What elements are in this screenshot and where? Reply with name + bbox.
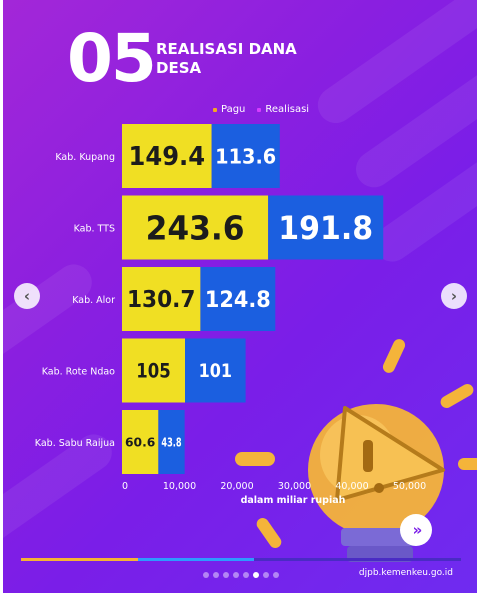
bar-pagu xyxy=(122,410,159,474)
category-label: Kab. Rote Ndao xyxy=(42,367,115,378)
bar-pagu xyxy=(122,124,212,188)
x-tick-label: 10,000 xyxy=(163,481,196,492)
carousel-dot[interactable] xyxy=(263,572,269,578)
carousel-dot[interactable] xyxy=(233,572,239,578)
website-url: djpb.kemenkeu.go.id xyxy=(358,568,453,578)
category-label: Kab. TTS xyxy=(74,224,115,235)
x-tick-label: 20,000 xyxy=(220,481,253,492)
category-label: Kab. Alor xyxy=(72,295,115,306)
category-label: Kab. Sabu Raijua xyxy=(35,438,115,449)
bar-pagu xyxy=(122,267,201,331)
x-tick-label: 40,000 xyxy=(335,481,368,492)
carousel-dot[interactable] xyxy=(253,572,259,578)
bar-chart: Kab. Kupang 149.4 113.6 Kab. TTS 243.6 191.8 K… xyxy=(35,124,477,562)
progress-fill xyxy=(21,558,138,561)
bar-pagu xyxy=(122,338,185,403)
legend-swatch xyxy=(257,107,262,112)
chevron-right-icon: › xyxy=(450,287,458,305)
progress-fill-secondary xyxy=(137,558,255,561)
carousel-dot[interactable] xyxy=(243,572,249,578)
category-label: Kab. Kupang xyxy=(55,152,115,163)
carousel-dot[interactable] xyxy=(273,572,279,578)
legend-label: Realisasi xyxy=(265,104,310,115)
page-title: REALISASI DANA DESA xyxy=(156,40,297,77)
chart-legend: Pagu Realisasi xyxy=(213,104,309,115)
legend-swatch xyxy=(213,107,217,112)
legend-item-realisasi: Realisasi xyxy=(257,104,309,115)
chevron-left-icon: ‹ xyxy=(23,287,31,305)
carousel-dots xyxy=(203,572,279,578)
bar-realisasi xyxy=(211,124,280,188)
x-tick-label: 0 xyxy=(122,481,128,492)
lightbulb-illustration xyxy=(235,339,477,562)
data-label-pagu: 243.6 xyxy=(146,208,245,247)
bar-realisasi xyxy=(200,267,276,331)
bar-realisasi xyxy=(268,195,384,260)
double-chevron-right-icon: » xyxy=(412,521,423,539)
data-label-pagu: 149.4 xyxy=(129,142,206,172)
carousel-next-button[interactable]: › xyxy=(441,283,467,309)
infographic-card: 05 REALISASI DANA DESA Pagu Realisasi xyxy=(3,0,477,593)
data-label-realisasi: 124.8 xyxy=(205,288,271,313)
next-slide-button[interactable]: » xyxy=(400,514,432,546)
data-label-realisasi: 43.8 xyxy=(161,435,181,449)
bar-pagu xyxy=(122,195,269,260)
bar-realisasi xyxy=(185,338,246,403)
data-label-realisasi: 113.6 xyxy=(215,144,276,168)
data-label-realisasi: 191.8 xyxy=(278,211,373,247)
carousel-dot[interactable] xyxy=(223,572,229,578)
section-number: 05 xyxy=(67,20,157,97)
legend-label: Pagu xyxy=(221,104,246,115)
data-label-pagu: 60.6 xyxy=(125,435,155,450)
x-axis-label: dalam miliar rupiah xyxy=(241,495,346,506)
carousel-dot[interactable] xyxy=(203,572,209,578)
data-label-pagu: 105 xyxy=(136,359,170,382)
carousel-prev-button[interactable]: ‹ xyxy=(14,283,40,309)
slide-progress-bar xyxy=(21,558,461,561)
data-label-pagu: 130.7 xyxy=(127,287,195,313)
legend-item-pagu: Pagu xyxy=(213,104,245,115)
x-tick-label: 50,000 xyxy=(393,481,426,492)
x-tick-label: 30,000 xyxy=(278,481,311,492)
carousel-dot[interactable] xyxy=(213,572,219,578)
bar-realisasi xyxy=(158,410,185,474)
data-label-realisasi: 101 xyxy=(199,361,232,382)
